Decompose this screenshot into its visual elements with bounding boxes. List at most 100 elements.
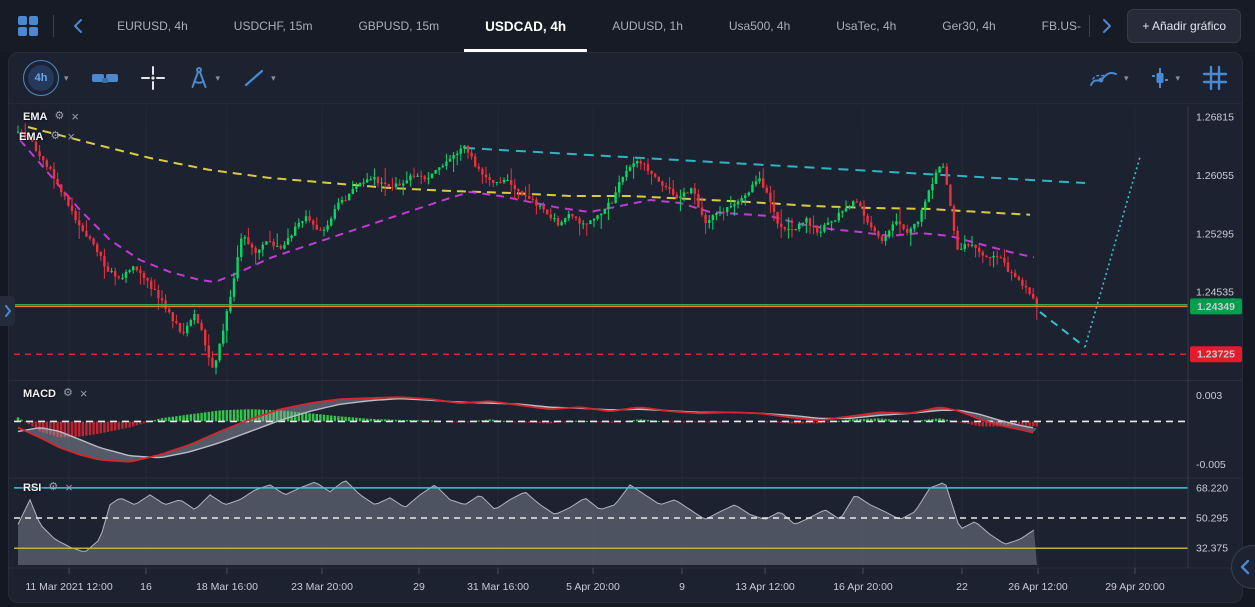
projection-leg-up <box>1084 156 1141 348</box>
tab-label: USDCHF, 15m <box>233 19 313 33</box>
rsi-legend: RSI ⚙ × <box>23 481 73 494</box>
svg-text:1.24535: 1.24535 <box>1196 287 1234 299</box>
svg-text:23 Mar 20:00: 23 Mar 20:00 <box>291 581 353 593</box>
ema-fast-line <box>19 139 1035 283</box>
trendline-resistance <box>464 146 1086 185</box>
interval-selector[interactable]: 4h ▾ <box>23 60 69 96</box>
macd-line <box>17 396 1034 463</box>
indicators-button[interactable]: ▾ <box>1089 67 1129 89</box>
drawing-tools-button[interactable]: ▾ <box>187 66 221 90</box>
svg-text:22: 22 <box>956 581 968 593</box>
tab-label: UsaTec, 4h <box>836 19 897 33</box>
add-chart-button[interactable]: + Añadir gráfico <box>1127 9 1242 43</box>
svg-text:16: 16 <box>140 581 152 593</box>
svg-text:13 Apr 12:00: 13 Apr 12:00 <box>735 581 795 593</box>
indicators-icon <box>1089 71 1117 86</box>
tab-label: Usa500, 4h <box>728 19 791 33</box>
chevron-down-icon: ▾ <box>271 72 276 83</box>
macd-legend: MACD ⚙ × <box>23 387 87 400</box>
tab-label: FB.US-d, 1h <box>1041 19 1081 33</box>
gear-icon[interactable]: ⚙ <box>54 110 65 122</box>
svg-text:29: 29 <box>413 581 425 593</box>
trend-line-icon <box>244 69 264 87</box>
trend-line-tool-button[interactable]: ▾ <box>242 66 276 90</box>
chart-toolbar: 4h ▾ <box>9 53 1242 104</box>
toolbar-right-group: ▾ ▾ <box>1089 65 1228 91</box>
alert-price-badge: 1.23725 <box>1190 346 1242 363</box>
tab-usa500-4h[interactable]: Usa500, 4h <box>706 0 813 52</box>
svg-text:68.220: 68.220 <box>1196 482 1228 494</box>
chevron-down-icon: ▾ <box>1175 72 1180 83</box>
chevron-right-icon <box>1103 19 1112 33</box>
close-icon[interactable]: × <box>67 129 75 144</box>
macd-band-fill <box>18 397 1037 462</box>
chevron-left-icon <box>1240 559 1250 575</box>
tab-eurusd-4h[interactable]: EURUSD, 4h <box>94 0 211 52</box>
tab-label: Ger30, 4h <box>942 19 996 33</box>
candle-style-icon <box>1152 68 1169 88</box>
price-axis[interactable]: 1.268151.260551.252951.245351.237750.003… <box>1190 112 1242 555</box>
tab-audusd-1h[interactable]: AUDUSD, 1h <box>589 0 706 52</box>
svg-text:0.003: 0.003 <box>1196 390 1222 402</box>
compass-drawing-icon <box>191 67 207 88</box>
gridlines <box>68 106 1136 568</box>
tab-fb-us-d-1h[interactable]: FB.US-d, 1h <box>1019 0 1081 52</box>
tabs-scroll-right-button[interactable] <box>1098 13 1118 39</box>
chevron-down-icon: ▾ <box>1123 72 1129 83</box>
svg-text:11 Mar 2021 12:00: 11 Mar 2021 12:00 <box>25 581 113 593</box>
left-panel-expand-button[interactable] <box>0 296 15 326</box>
projection-leg-down <box>1039 311 1086 348</box>
tabs-scroll-left-button[interactable] <box>68 13 88 39</box>
apps-grid-icon[interactable] <box>16 13 39 39</box>
svg-text:16 Apr 20:00: 16 Apr 20:00 <box>833 581 893 593</box>
close-icon[interactable]: × <box>79 386 88 401</box>
svg-text:31 Mar 16:00: 31 Mar 16:00 <box>467 581 529 593</box>
current-price-badge: 1.24349 <box>1190 298 1242 315</box>
tab-label: GBPUSD, 15m <box>358 19 440 33</box>
chart-panel: 4h ▾ <box>8 52 1243 603</box>
header-divider <box>53 15 55 37</box>
tab-label: AUDUSD, 1h <box>612 19 683 33</box>
tab-bar: EURUSD, 4h USDCHF, 15m GBPUSD, 15m USDCAD, … <box>0 0 1255 52</box>
tab-gbpusd-15m[interactable]: GBPUSD, 15m <box>335 0 462 52</box>
ema2-label: EMA <box>19 130 44 143</box>
tab-usdchf-15m[interactable]: USDCHF, 15m <box>211 0 336 52</box>
close-icon[interactable]: × <box>65 480 73 495</box>
svg-text:29 Apr 20:00: 29 Apr 20:00 <box>1105 581 1165 593</box>
ema1-legend: EMA ⚙ × <box>23 110 79 123</box>
rsi-label: RSI <box>23 481 42 494</box>
svg-text:26 Apr 12:00: 26 Apr 12:00 <box>1008 581 1068 593</box>
header-divider-right <box>1088 15 1090 37</box>
close-icon[interactable]: × <box>71 109 79 124</box>
grid-layout-button[interactable] <box>1202 65 1228 91</box>
gear-icon[interactable]: ⚙ <box>63 387 73 399</box>
svg-text:9: 9 <box>679 581 685 593</box>
crosshair-icon <box>140 66 165 90</box>
candle-style-button[interactable]: ▾ <box>1150 66 1180 90</box>
macd-signal-line <box>17 398 1034 459</box>
chart-compare-button[interactable] <box>91 69 119 87</box>
tab-usatec-4h[interactable]: UsaTec, 4h <box>813 0 919 52</box>
chevron-down-icon: ▾ <box>215 72 221 83</box>
macd-label: MACD <box>23 387 56 400</box>
tab-ger30-4h[interactable]: Ger30, 4h <box>919 0 1018 52</box>
chart-tabs: EURUSD, 4h USDCHF, 15m GBPUSD, 15m USDCAD, … <box>94 0 1081 52</box>
crosshair-tool-button[interactable] <box>140 66 165 90</box>
ema1-label: EMA <box>23 110 48 123</box>
grid-layout-icon <box>1202 65 1228 91</box>
svg-text:5 Apr 20:00: 5 Apr 20:00 <box>566 581 620 593</box>
gear-icon[interactable]: ⚙ <box>48 481 59 493</box>
chart-canvas[interactable]: 1.268151.260551.252951.245351.237750.003… <box>9 103 1243 602</box>
chevron-down-icon: ▾ <box>64 72 69 83</box>
svg-text:1.23725: 1.23725 <box>1197 349 1235 361</box>
pane-separators <box>9 106 1242 569</box>
time-axis[interactable]: 11 Mar 2021 12:00 16 18 Mar 16:00 23 Mar 20… <box>25 568 1165 593</box>
rsi-area-fill <box>18 481 1037 565</box>
tab-usdcad-4h[interactable]: USDCAD, 4h <box>462 0 589 52</box>
svg-text:32.375: 32.375 <box>1196 543 1228 555</box>
gear-icon[interactable]: ⚙ <box>50 130 61 142</box>
candles <box>16 123 1038 375</box>
tab-label: USDCAD, 4h <box>485 18 567 34</box>
svg-text:50.295: 50.295 <box>1196 513 1228 525</box>
